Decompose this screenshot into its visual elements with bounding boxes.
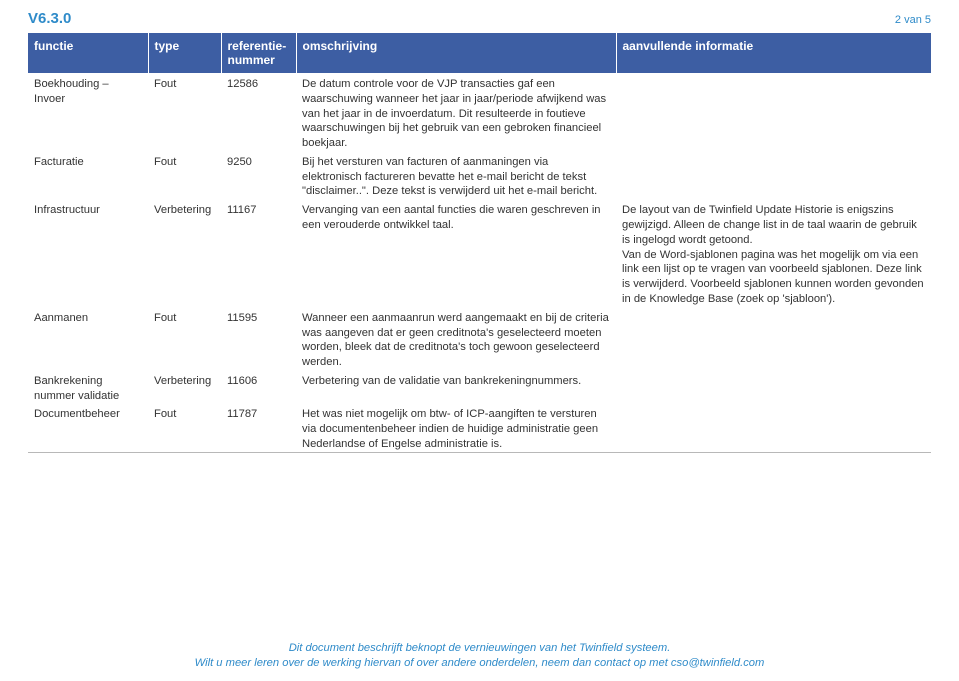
table-row: Facturatie Fout 9250 Bij het versturen v…: [28, 151, 931, 199]
page-footer: Dit document beschrijft beknopt de verni…: [0, 641, 959, 671]
page-number: 2 van 5: [895, 14, 931, 26]
cell-omschrijving: Vervanging van een aantal functies die w…: [296, 199, 616, 306]
document-page: V6.3.0 2 van 5 functie type referentie- …: [0, 0, 959, 681]
table-row: Documentbeheer Fout 11787 Het was niet m…: [28, 403, 931, 452]
top-bar: V6.3.0 2 van 5: [28, 10, 931, 27]
cell-ref: 11167: [221, 199, 296, 306]
cell-omschrijving: Bij het versturen van facturen of aanman…: [296, 151, 616, 199]
table-row: Boekhouding – Invoer Fout 12586 De datum…: [28, 73, 931, 151]
release-notes-table: functie type referentie- nummer omschrij…: [28, 33, 931, 453]
table-row: Bankrekening nummer validatie Verbeterin…: [28, 370, 931, 404]
column-header-functie: functie: [28, 33, 148, 73]
table-row: Infrastructuur Verbetering 11167 Vervang…: [28, 199, 931, 306]
table-row: Aanmanen Fout 11595 Wanneer een aanmaanr…: [28, 307, 931, 370]
cell-ref: 11595: [221, 307, 296, 370]
cell-functie: Facturatie: [28, 151, 148, 199]
cell-functie: Infrastructuur: [28, 199, 148, 306]
cell-type: Fout: [148, 307, 221, 370]
footer-line-2: Wilt u meer leren over de werking hierva…: [0, 656, 959, 671]
cell-ref: 9250: [221, 151, 296, 199]
cell-type: Fout: [148, 403, 221, 452]
cell-aanvullende: [616, 403, 931, 452]
cell-functie: Boekhouding – Invoer: [28, 73, 148, 151]
cell-type: Verbetering: [148, 370, 221, 404]
cell-aanvullende: [616, 151, 931, 199]
cell-functie: Documentbeheer: [28, 403, 148, 452]
column-header-aanvullende: aanvullende informatie: [616, 33, 931, 73]
cell-omschrijving: Verbetering van de validatie van bankrek…: [296, 370, 616, 404]
cell-ref: 12586: [221, 73, 296, 151]
cell-functie: Bankrekening nummer validatie: [28, 370, 148, 404]
column-header-omschrijving: omschrijving: [296, 33, 616, 73]
cell-type: Fout: [148, 151, 221, 199]
cell-functie: Aanmanen: [28, 307, 148, 370]
cell-aanvullende: [616, 73, 931, 151]
table-header-row: functie type referentie- nummer omschrij…: [28, 33, 931, 73]
cell-aanvullende: De layout van de Twinfield Update Histor…: [616, 199, 931, 306]
version-label: V6.3.0: [28, 10, 71, 27]
cell-ref: 11606: [221, 370, 296, 404]
cell-aanvullende: [616, 307, 931, 370]
cell-type: Verbetering: [148, 199, 221, 306]
column-header-type: type: [148, 33, 221, 73]
footer-line-1: Dit document beschrijft beknopt de verni…: [0, 641, 959, 656]
cell-type: Fout: [148, 73, 221, 151]
cell-omschrijving: Het was niet mogelijk om btw- of ICP-aan…: [296, 403, 616, 452]
cell-omschrijving: Wanneer een aanmaanrun werd aangemaakt e…: [296, 307, 616, 370]
cell-aanvullende: [616, 370, 931, 404]
cell-ref: 11787: [221, 403, 296, 452]
cell-omschrijving: De datum controle voor de VJP transactie…: [296, 73, 616, 151]
column-header-referentie: referentie- nummer: [221, 33, 296, 73]
